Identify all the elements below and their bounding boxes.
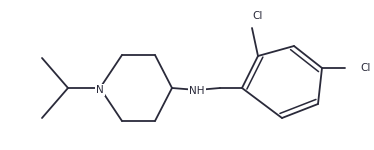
Text: Cl: Cl [360,63,370,73]
Text: N: N [96,85,104,95]
Text: Cl: Cl [253,11,263,21]
Text: NH: NH [189,86,205,96]
